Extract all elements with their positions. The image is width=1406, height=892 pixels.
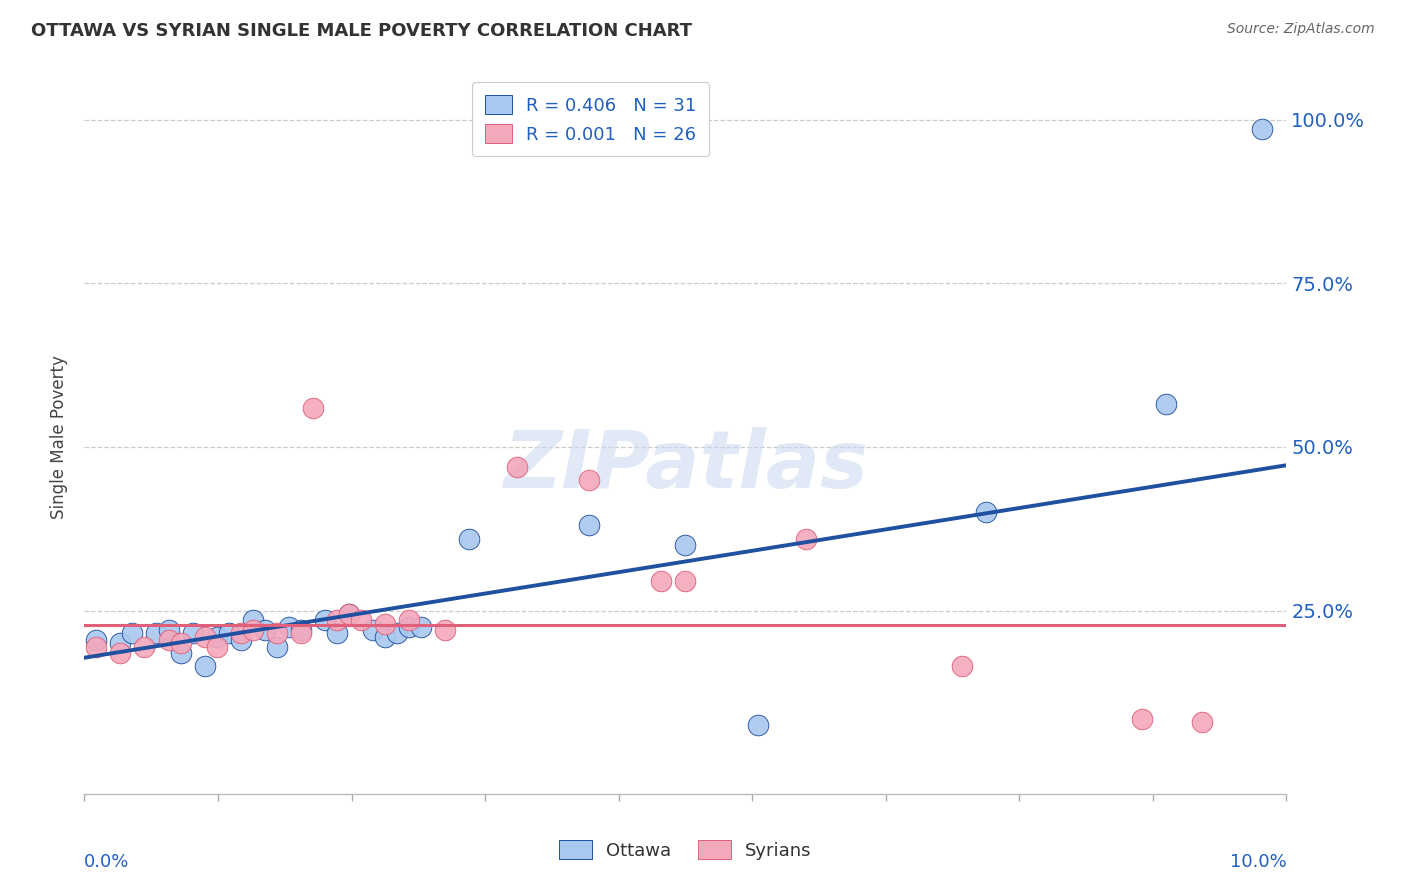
Point	[350, 614, 373, 628]
Point	[253, 624, 276, 638]
Point	[157, 633, 180, 648]
Point	[1251, 122, 1274, 136]
Point	[86, 640, 108, 654]
Text: 10.0%: 10.0%	[1230, 853, 1286, 871]
Text: 0.0%: 0.0%	[84, 853, 129, 871]
Point	[266, 640, 288, 654]
Point	[675, 538, 697, 552]
Point	[337, 607, 360, 621]
Point	[121, 626, 143, 640]
Point	[205, 640, 228, 654]
Text: Source: ZipAtlas.com: Source: ZipAtlas.com	[1227, 22, 1375, 37]
Point	[266, 626, 288, 640]
Point	[326, 614, 349, 628]
Point	[398, 614, 420, 628]
Point	[218, 626, 240, 640]
Point	[398, 620, 420, 634]
Point	[242, 624, 264, 638]
Point	[145, 626, 167, 640]
Text: ZIPatlas: ZIPatlas	[503, 426, 868, 505]
Point	[169, 646, 191, 660]
Point	[314, 614, 336, 628]
Point	[974, 505, 997, 519]
Point	[86, 633, 108, 648]
Point	[1191, 714, 1213, 729]
Point	[110, 646, 132, 660]
Point	[374, 616, 396, 631]
Point	[337, 607, 360, 621]
Point	[578, 473, 600, 487]
Point	[374, 630, 396, 644]
Point	[205, 630, 228, 644]
Point	[578, 518, 600, 533]
Point	[794, 532, 817, 546]
Point	[458, 532, 481, 546]
Point	[301, 401, 323, 415]
Point	[361, 624, 384, 638]
Point	[950, 659, 973, 673]
Point	[385, 626, 408, 640]
Point	[242, 614, 264, 628]
Point	[134, 640, 156, 654]
Point	[290, 624, 312, 638]
Point	[181, 626, 204, 640]
Point	[229, 633, 252, 648]
Point	[506, 459, 529, 474]
Point	[290, 626, 312, 640]
Point	[326, 626, 349, 640]
Text: OTTAWA VS SYRIAN SINGLE MALE POVERTY CORRELATION CHART: OTTAWA VS SYRIAN SINGLE MALE POVERTY COR…	[31, 22, 692, 40]
Y-axis label: Single Male Poverty: Single Male Poverty	[51, 355, 69, 519]
Point	[110, 636, 132, 650]
Point	[229, 626, 252, 640]
Point	[409, 620, 432, 634]
Point	[747, 718, 769, 732]
Point	[1156, 397, 1178, 411]
Point	[650, 574, 672, 588]
Point	[157, 624, 180, 638]
Legend: Ottawa, Syrians: Ottawa, Syrians	[553, 832, 818, 867]
Point	[675, 574, 697, 588]
Point	[434, 624, 457, 638]
Point	[1130, 712, 1153, 726]
Point	[194, 630, 217, 644]
Point	[169, 636, 191, 650]
Point	[277, 620, 299, 634]
Point	[194, 659, 217, 673]
